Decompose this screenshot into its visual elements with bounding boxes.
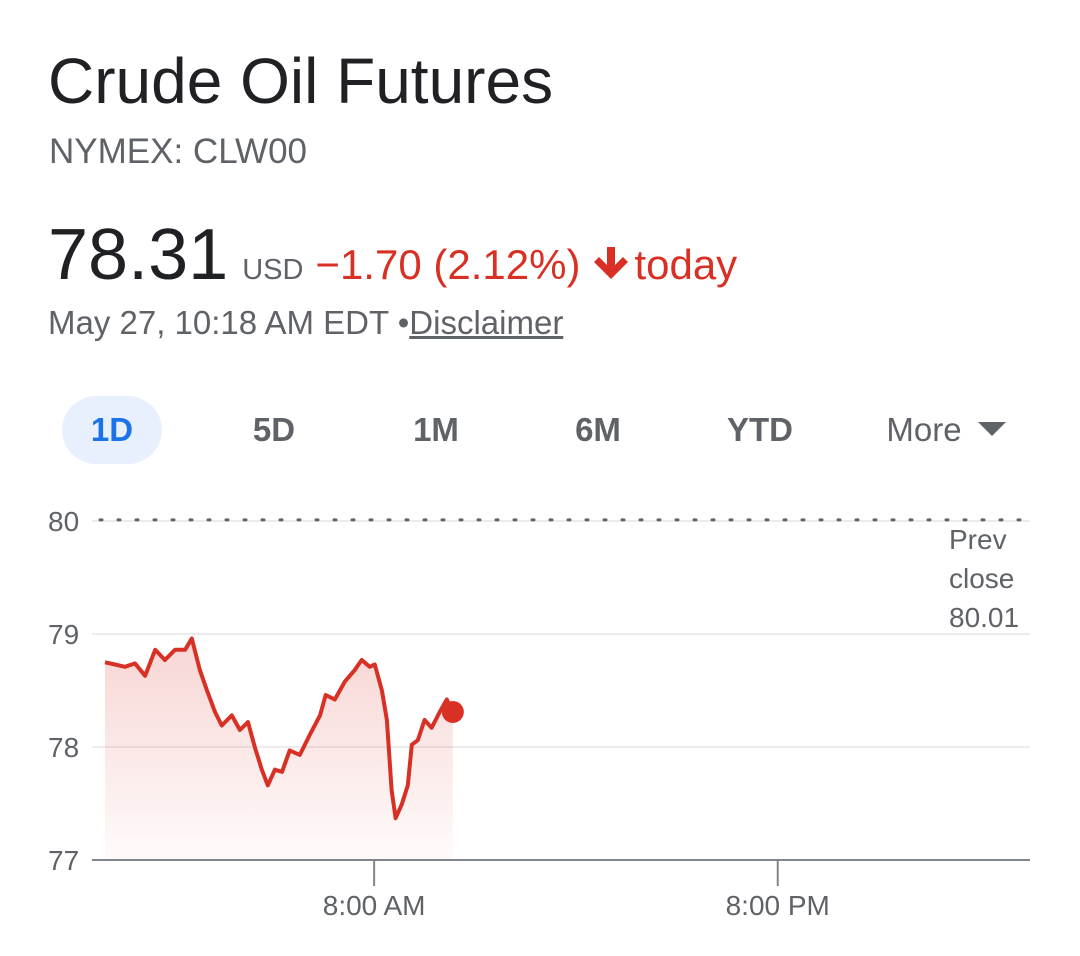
- range-tab[interactable]: 6M: [548, 396, 648, 464]
- timestamp: May 27, 10:18 AM EDT: [48, 304, 389, 341]
- range-tab[interactable]: 1D: [62, 396, 162, 464]
- separator: •: [397, 304, 410, 341]
- y-tick-label: 78: [48, 732, 79, 763]
- tab-label: 1M: [413, 411, 459, 448]
- prev-close-label: Prev close: [949, 524, 1015, 594]
- prev-close: Prev close 80.01: [949, 520, 1039, 637]
- price-line: [104, 636, 455, 821]
- change: −1.70 (2.12%): [315, 241, 581, 288]
- y-tick-label: 79: [48, 619, 79, 650]
- tab-label: YTD: [727, 411, 793, 448]
- x-tick-label: 8:00 PM: [726, 890, 830, 921]
- timestamp-line: May 27, 10:18 AM EDT •Disclaimer: [48, 304, 563, 342]
- y-tick-label: 77: [48, 845, 79, 876]
- quote: 78.31 USD −1.70 (2.12%) today: [48, 214, 737, 296]
- exchange: NYMEX: CLW00: [49, 132, 308, 171]
- range-tab[interactable]: 5D: [224, 396, 324, 464]
- y-tick-label: 80: [48, 506, 79, 537]
- area-fill: [105, 638, 453, 860]
- range-tab[interactable]: YTD: [710, 396, 810, 464]
- title: Crude Oil Futures: [48, 45, 554, 117]
- x-tick-label: 8:00 AM: [323, 890, 426, 921]
- prev-close-value: 80.01: [949, 602, 1020, 633]
- range-tab[interactable]: More: [872, 396, 1022, 464]
- tab-label: 5D: [252, 411, 296, 448]
- period: today: [634, 241, 738, 288]
- dropdown-icon: [977, 422, 1006, 436]
- last-point: [441, 700, 464, 723]
- tab-label: More: [886, 411, 962, 448]
- tab-label: 6M: [575, 411, 621, 448]
- price: 78.31: [48, 215, 229, 295]
- disclaimer-link[interactable]: Disclaimer: [409, 304, 564, 341]
- currency: USD: [242, 254, 304, 286]
- range-tab[interactable]: 1M: [386, 396, 486, 464]
- down-arrow: [594, 247, 629, 279]
- tab-label: 1D: [90, 411, 134, 448]
